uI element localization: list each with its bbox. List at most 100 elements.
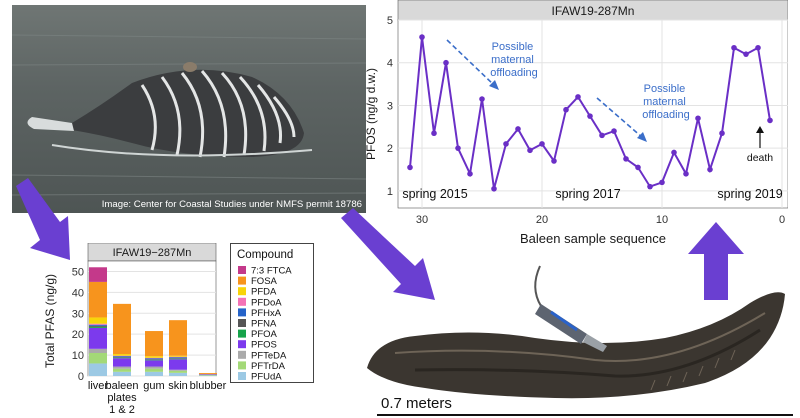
- data-point: [719, 130, 725, 137]
- cat-label-1-and-2: 1 & 2: [109, 404, 135, 416]
- data-point: [443, 59, 449, 66]
- bar-segment: [89, 348, 107, 353]
- bar-segment: [89, 353, 107, 364]
- legend-swatch: [238, 329, 246, 338]
- bar-segment: [169, 358, 187, 360]
- data-point: [635, 164, 641, 171]
- y-axis-label: PFOS (ng/g d.w.): [364, 68, 378, 160]
- bar-segment: [89, 325, 107, 327]
- data-point: [695, 115, 701, 122]
- data-point: [419, 34, 425, 40]
- baleen-photo: 0.7 meters: [367, 265, 793, 416]
- data-point: [671, 149, 677, 156]
- bar-segment: [113, 356, 131, 358]
- legend-swatch: [238, 350, 246, 359]
- bar-segment: [169, 372, 187, 376]
- data-point: [647, 183, 653, 190]
- bar-segment: [145, 356, 163, 358]
- bar-segment: [145, 359, 163, 361]
- bar-segment: [89, 363, 107, 376]
- bar-segment: [145, 331, 163, 357]
- legend-label: PFOS: [251, 340, 277, 351]
- bar-segment: [113, 354, 131, 356]
- cat-label-baleen: baleen: [105, 380, 138, 392]
- x-tick-label: 20: [536, 214, 548, 226]
- pfos-series-points: [407, 34, 773, 192]
- legend-label: PFHxA: [251, 308, 282, 319]
- bar-segment: [113, 371, 131, 376]
- spring-2017-label: spring 2017: [555, 187, 620, 201]
- bar-segment: [199, 374, 217, 376]
- legend-label: PFDoA: [251, 297, 282, 308]
- data-point: [575, 94, 581, 100]
- bar-segment: [145, 368, 163, 372]
- legend-label: 7:3 FTCA: [251, 266, 292, 277]
- bar-segment: [145, 359, 163, 360]
- cat-label-liver: liver: [88, 380, 109, 392]
- cat-label-plates: plates: [107, 392, 137, 404]
- legend-label: PFDA: [251, 287, 277, 298]
- bar-y-tick-label: 0: [78, 371, 84, 383]
- bar-segment: [113, 357, 131, 358]
- bar-segment: [199, 375, 217, 376]
- bar-y-tick-label: 40: [72, 287, 84, 299]
- legend-swatch: [238, 308, 246, 317]
- pfas-bar-chart: IFAW19−287Mn 0 10 20 30 40 50 Total PFAS (ng/…: [43, 243, 227, 416]
- legend-label: PFTrDA: [251, 361, 286, 372]
- data-point: [431, 130, 437, 137]
- legend-title: Compound: [237, 249, 293, 261]
- y-tick-label: 5: [387, 15, 393, 27]
- cat-label-skin: skin: [168, 380, 188, 392]
- y-tick-labels: 1 2 3 4 5: [387, 15, 393, 198]
- legend-swatch: [238, 319, 246, 327]
- data-point: [479, 96, 485, 102]
- bar-segment: [89, 317, 107, 324]
- x-tick-label: 0: [779, 214, 785, 226]
- data-point: [683, 171, 689, 177]
- data-point: [611, 128, 617, 134]
- legend-label: PFNA: [251, 319, 277, 330]
- bar-segment: [145, 357, 163, 359]
- bars: [89, 267, 217, 376]
- bar-segment: [113, 303, 131, 355]
- offloading-arrow-1: [446, 39, 499, 90]
- bar-segment: [145, 371, 163, 376]
- death-arrow: [756, 126, 764, 148]
- data-point: [551, 158, 557, 164]
- bar-segment: [89, 327, 107, 349]
- arrow-photo-to-baleen: [341, 208, 435, 300]
- data-point: [467, 171, 473, 177]
- x-tick-label: 10: [656, 214, 668, 226]
- y-tick-label: 3: [387, 100, 393, 112]
- legend-items: Compound 7:3 FTCAFOSAPFDAPFDoAPFHxAPFNAP…: [237, 249, 293, 383]
- bar-segment: [113, 357, 131, 359]
- scale-label: 0.7 meters: [381, 395, 452, 412]
- bar-segment: [89, 326, 107, 328]
- panel-title: IFAW19-287Mn: [552, 4, 635, 18]
- data-point: [731, 44, 737, 51]
- bar-segment: [199, 373, 217, 375]
- arrow-baleen-to-chart: [688, 222, 744, 300]
- data-point: [515, 126, 521, 132]
- whale-illustration: [12, 34, 366, 196]
- bar-segment: [169, 369, 187, 371]
- data-point: [707, 166, 713, 173]
- compound-legend: Compound 7:3 FTCA FOSA PFDA PFDoA PFHxA PFNA P…: [230, 243, 314, 383]
- data-point: [743, 51, 749, 57]
- legend-label: PFUdA: [251, 372, 282, 383]
- arrow-photo-to-bars: [16, 178, 70, 260]
- bar-segment: [145, 366, 163, 369]
- bar-y-tick-labels: 0 10 20 30 40 50: [72, 266, 84, 383]
- data-point: [623, 156, 629, 162]
- data-point: [599, 132, 605, 139]
- y-tick-label: 2: [387, 143, 393, 155]
- offloading-arrow-2: [596, 97, 647, 142]
- photo-caption: Image: Center for Coastal Studies under …: [101, 199, 362, 210]
- bar-y-tick-label: 20: [72, 329, 84, 341]
- bar-y-tick-label: 50: [72, 266, 84, 278]
- bar-segment: [89, 281, 107, 318]
- data-point: [659, 179, 665, 186]
- legend-swatch: [238, 372, 246, 380]
- x-tick-label: 30: [416, 214, 428, 226]
- offloading-label-1: Possible maternal offloading: [490, 41, 538, 79]
